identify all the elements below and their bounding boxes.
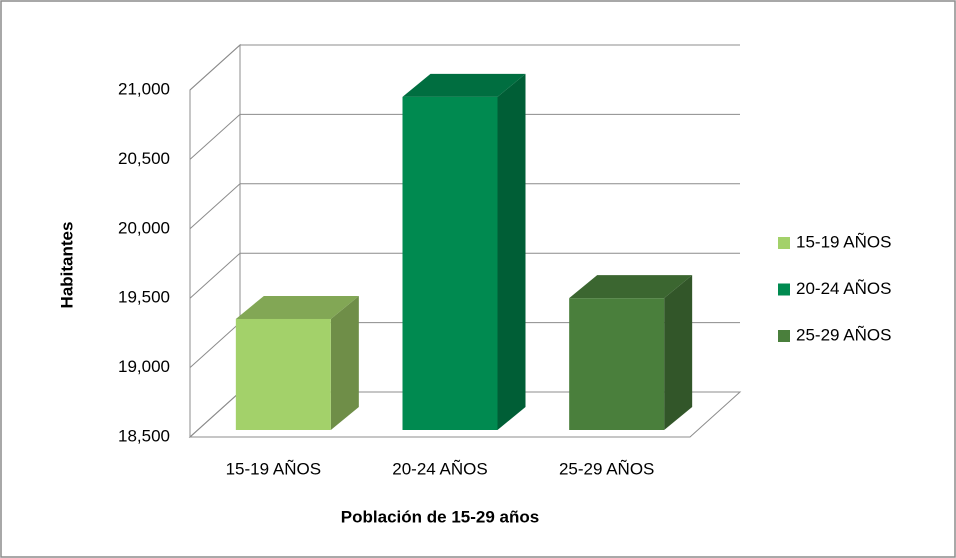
grid-line xyxy=(189,113,740,160)
bar-side xyxy=(330,295,359,430)
back-wall xyxy=(189,43,241,439)
legend-swatch xyxy=(778,237,790,249)
grid-line xyxy=(189,252,740,299)
x-tick-label: 25-29 AÑOS xyxy=(559,459,654,478)
legend-label: 25-29 AÑOS xyxy=(796,325,891,344)
y-tick-label: 20,000 xyxy=(118,218,170,237)
legend-swatch xyxy=(778,283,790,296)
bar-top xyxy=(235,295,359,319)
x-axis-title: Población de 15-29 años xyxy=(341,507,539,526)
x-tick-label: 20-24 AÑOS xyxy=(392,459,487,478)
y-axis-title: Habitantes xyxy=(57,222,76,309)
y-tick-label: 19,500 xyxy=(118,288,170,307)
legend-label: 20-24 AÑOS xyxy=(796,279,891,298)
bar-side xyxy=(497,73,526,430)
bar-side xyxy=(664,275,693,430)
y-tick-label: 18,500 xyxy=(118,426,170,445)
legend-label: 15-19 AÑOS xyxy=(796,232,891,251)
bar-top xyxy=(569,275,693,299)
grid-line xyxy=(189,44,740,91)
legend-swatch xyxy=(778,330,790,342)
y-tick-label: 19,000 xyxy=(118,357,170,376)
bar xyxy=(235,318,331,430)
bar xyxy=(402,96,498,430)
grid-line xyxy=(189,183,740,230)
y-tick-label: 20,500 xyxy=(118,149,170,168)
bar xyxy=(569,298,665,430)
bar-top xyxy=(402,73,526,97)
y-tick-label: 21,000 xyxy=(118,79,170,98)
x-tick-label: 15-19 AÑOS xyxy=(226,459,321,478)
